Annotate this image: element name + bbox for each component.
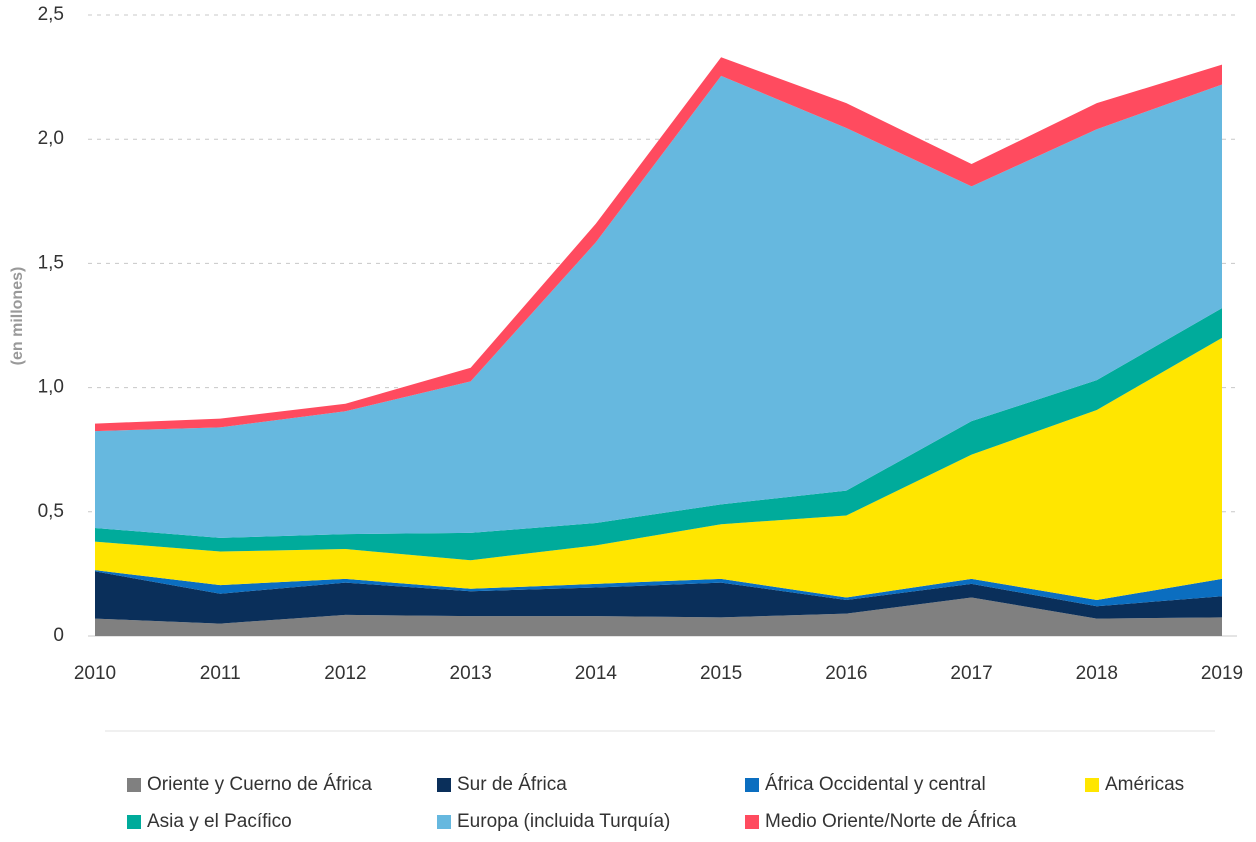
x-tick-label: 2012 <box>324 663 366 684</box>
legend-label: África Occidental y central <box>765 774 986 795</box>
x-tick-label: 2015 <box>700 663 742 684</box>
x-tick-label: 2013 <box>450 663 492 684</box>
y-tick-label: 1,5 <box>38 252 64 273</box>
area <box>95 337 1222 600</box>
y-tick-label: 1,0 <box>38 377 64 398</box>
y-tick-label: 0,5 <box>38 501 64 522</box>
area <box>95 571 1222 624</box>
legend-swatch <box>127 815 141 829</box>
x-tick-label: 2010 <box>74 663 116 684</box>
legend-label: Europa (incluida Turquía) <box>457 811 670 832</box>
legend-label: Asia y el Pacífico <box>147 811 292 832</box>
legend-label: Oriente y Cuerno de África <box>147 774 372 795</box>
y-axis-label: (en millones) <box>9 267 26 366</box>
legend-swatch <box>745 778 759 792</box>
y-tick-label: 2,0 <box>38 128 64 149</box>
x-tick-label: 2019 <box>1201 663 1243 684</box>
area <box>95 597 1222 636</box>
y-tick-label: 2,5 <box>38 4 64 25</box>
legend-swatch <box>745 815 759 829</box>
x-tick-label: 2016 <box>825 663 867 684</box>
legend-label: Sur de África <box>457 774 567 795</box>
y-tick-label: 0 <box>53 625 64 646</box>
legend-swatch <box>437 815 451 829</box>
x-tick-label: 2011 <box>200 663 241 684</box>
x-tick-label: 2014 <box>575 663 618 684</box>
x-tick-label: 2018 <box>1076 663 1118 684</box>
x-tick-label: 2017 <box>950 663 992 684</box>
legend-swatch <box>127 778 141 792</box>
legend-label: Américas <box>1105 774 1184 795</box>
legend-swatch <box>1085 778 1099 792</box>
area <box>95 308 1222 561</box>
area <box>95 57 1222 432</box>
area <box>95 570 1222 607</box>
legend-swatch <box>437 778 451 792</box>
legend-label: Medio Oriente/Norte de África <box>765 811 1017 832</box>
area <box>95 75 1222 538</box>
